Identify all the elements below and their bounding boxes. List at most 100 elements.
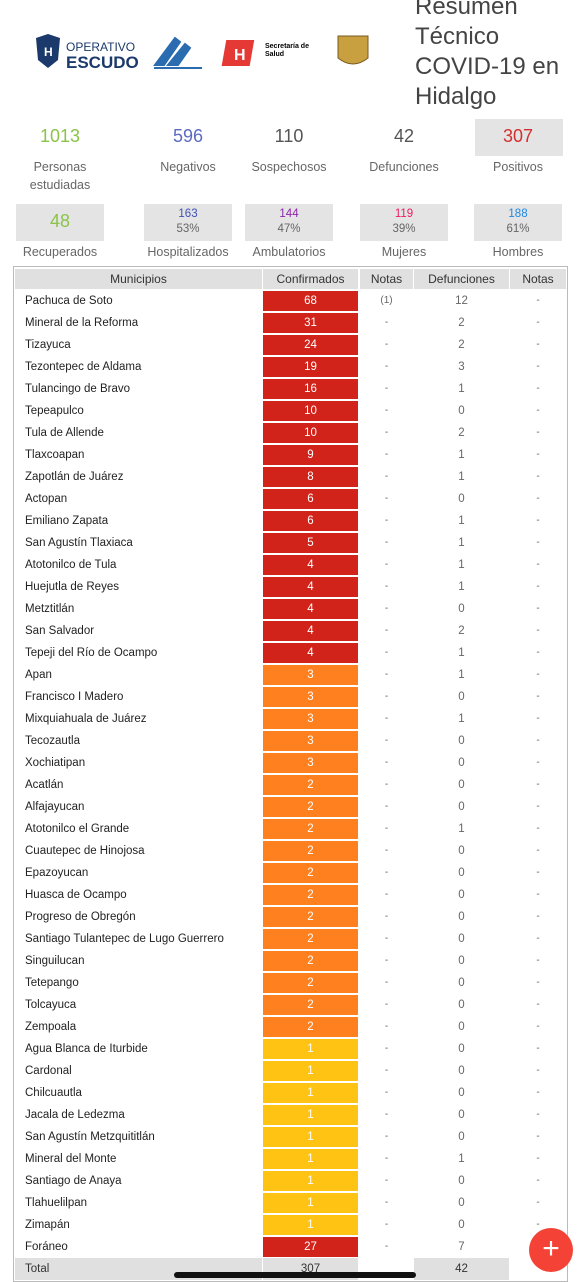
cell-value: -: [536, 1021, 540, 1032]
cell-value: 3: [263, 709, 358, 729]
municipio: Mixquiahuala de Juárez: [25, 713, 147, 725]
municipio: Tezontepec de Aldama: [25, 361, 142, 373]
cell-value: -: [384, 1087, 389, 1098]
municipio: Jacala de Ledezma: [25, 1109, 125, 1121]
cell-value: 8: [263, 467, 358, 487]
cell-value: 2: [458, 317, 465, 329]
cell-value: -: [384, 845, 389, 856]
cell-value: -: [536, 515, 540, 526]
cell-value: -: [384, 603, 389, 614]
cell-value: 3: [263, 753, 358, 773]
stat-value: 307: [502, 126, 534, 146]
cell-value: -: [536, 911, 540, 922]
stat-label: Sospechosos: [251, 160, 327, 174]
cell-value: -: [536, 559, 540, 570]
cell-value: 31: [263, 313, 358, 333]
cell-value: -: [536, 295, 540, 306]
municipio: Xochiatipan: [25, 757, 86, 769]
municipio: Tetepango: [25, 977, 79, 989]
cell-value: 2: [263, 885, 358, 905]
cell-value: -: [536, 823, 540, 834]
municipio: Tolcayuca: [25, 999, 77, 1011]
cell-value: 2: [458, 427, 465, 439]
stat-value: 188: [508, 208, 528, 220]
municipio: Cuautepec de Hinojosa: [25, 845, 145, 857]
cell-value: 1: [263, 1039, 358, 1059]
cell-value: -: [384, 1021, 389, 1032]
cell-value: -: [384, 537, 389, 548]
cell-value: -: [384, 757, 389, 768]
cell-value: 3: [263, 687, 358, 707]
cell-value: 1: [458, 713, 465, 725]
municipio: Zapotlán de Juárez: [25, 471, 124, 483]
cell-value: 16: [263, 379, 358, 399]
cell-value: -: [384, 1109, 389, 1120]
column-header: Notas: [510, 269, 566, 289]
stat-pct: 61%: [506, 223, 530, 235]
stat-value: 596: [172, 126, 204, 146]
municipio: Emiliano Zapata: [25, 515, 109, 527]
municipio: Atotonilco el Grande: [25, 823, 130, 835]
cell-value: 1: [263, 1083, 358, 1103]
cell-value: -: [536, 471, 540, 482]
cell-value: -: [536, 339, 540, 350]
municipio: Metztitlán: [25, 603, 75, 615]
cell-value: 1: [458, 537, 465, 549]
cell-value: -: [384, 955, 389, 966]
cell-value: -: [536, 1175, 540, 1186]
cell-value: -: [384, 1131, 389, 1142]
cell-value: -: [384, 427, 389, 438]
cell-value: -: [384, 339, 389, 350]
cell-value: -: [384, 1065, 389, 1076]
cell-value: -: [536, 493, 540, 504]
cell-value: -: [536, 603, 540, 614]
title-line: Hidalgo: [415, 83, 497, 110]
cell-value: 2: [263, 775, 358, 795]
cell-value: 0: [458, 493, 465, 505]
cell-value: -: [384, 625, 389, 636]
stat-box: [474, 204, 562, 241]
cell-value: 0: [458, 735, 465, 747]
cell-value: 10: [263, 401, 358, 421]
add-button[interactable]: +: [529, 1228, 573, 1272]
cell-value: 0: [458, 1131, 465, 1143]
cell-value: 1: [458, 581, 465, 593]
cell-value: -: [384, 449, 389, 460]
cell-value: -: [536, 1131, 540, 1142]
logo-text: Salud: [265, 51, 284, 58]
stat-box: [144, 204, 232, 241]
cell-value: -: [384, 1175, 389, 1186]
municipio: Francisco I Madero: [25, 691, 124, 703]
cell-value: 0: [458, 1065, 465, 1077]
cell-value: -: [384, 669, 389, 680]
cell-value: 1: [263, 1127, 358, 1147]
cell-value: 6: [263, 489, 358, 509]
cell-value: -: [384, 383, 389, 394]
logo-text: ESCUDO: [66, 53, 139, 72]
cell-value: -: [384, 889, 389, 900]
column-header: Defunciones: [414, 269, 509, 289]
cell-value: 1: [263, 1215, 358, 1235]
cell-value: -: [536, 713, 540, 724]
column-header: Notas: [360, 269, 413, 289]
cell-value: -: [536, 427, 540, 438]
cell-value: -: [384, 317, 389, 328]
stat-pct: 53%: [176, 223, 200, 235]
cell-value: 1: [458, 383, 465, 395]
cell-value: 3: [263, 731, 358, 751]
cell-value: -: [384, 1043, 389, 1054]
cell-value: -: [536, 317, 540, 328]
municipio: Huasca de Ocampo: [25, 889, 127, 901]
cell-value: -: [384, 911, 389, 922]
cell-value: -: [536, 1219, 540, 1230]
municipio: Zempoala: [25, 1021, 77, 1033]
cell-value: -: [384, 405, 389, 416]
cell-value: 1: [458, 471, 465, 483]
cell-value: 0: [458, 779, 465, 791]
total-cell: 42: [414, 1258, 509, 1280]
cell-value: 1: [458, 449, 465, 461]
cell-value: -: [536, 867, 540, 878]
municipio: San Salvador: [25, 625, 95, 637]
municipio: Tulancingo de Bravo: [25, 383, 131, 395]
municipio: Chilcuautla: [25, 1087, 82, 1099]
